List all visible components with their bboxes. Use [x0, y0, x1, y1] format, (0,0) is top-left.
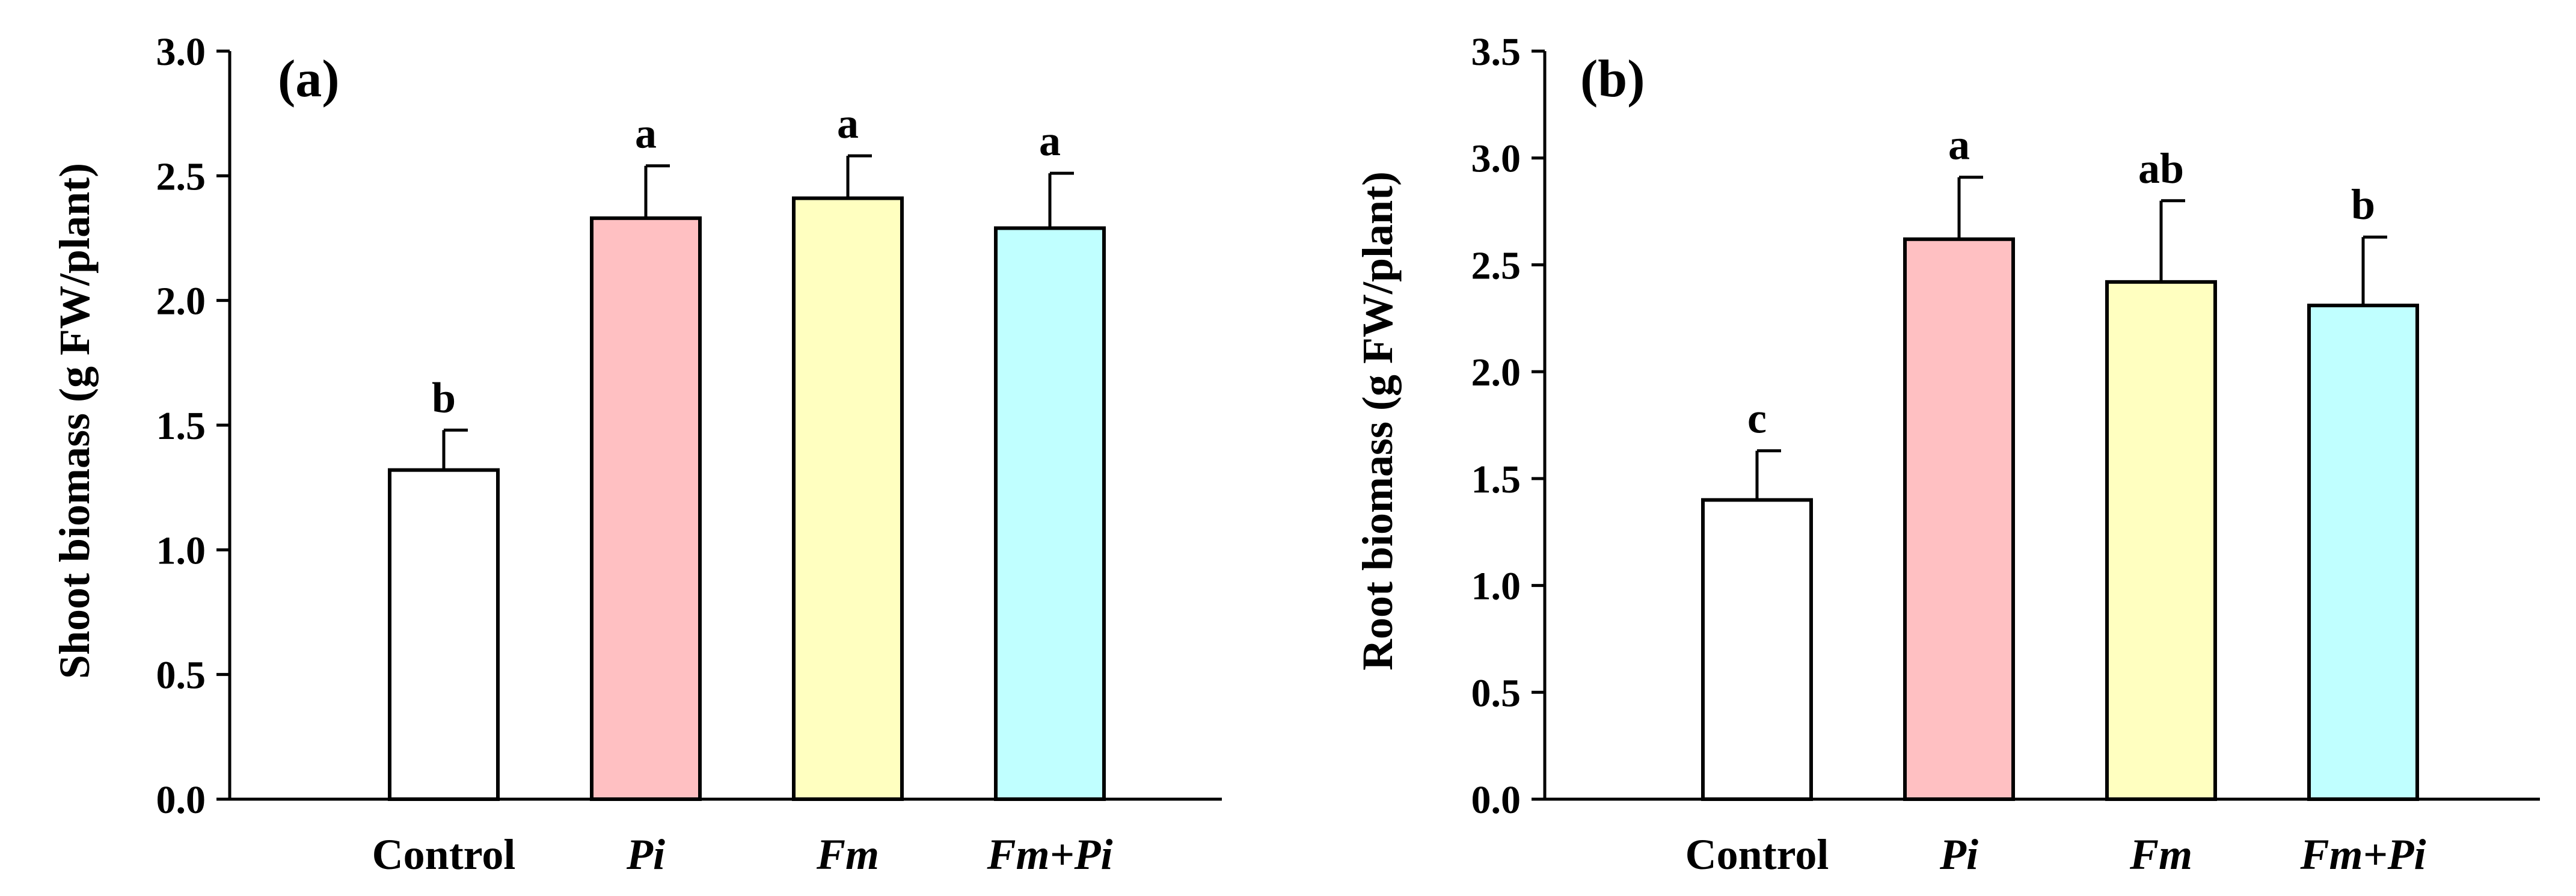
bars	[1701, 237, 2419, 802]
significance-letters: b a a a	[432, 99, 1061, 422]
x-category-label: Fm	[816, 830, 879, 879]
y-tick-label: 2.0	[1471, 351, 1521, 394]
y-tick-label: 0.0	[1471, 778, 1521, 822]
significance-letter: c	[1747, 394, 1767, 443]
significance-letter: b	[432, 373, 456, 422]
significance-letter: ab	[2138, 144, 2184, 192]
bar-fm-pi	[994, 226, 1106, 801]
y-tick-label: 2.0	[156, 280, 206, 324]
y-tick-label: 1.5	[1471, 458, 1521, 502]
error-bar	[1957, 176, 1983, 239]
bar-pi	[590, 216, 702, 801]
y-tick-label: 0.5	[156, 654, 206, 698]
bars	[388, 196, 1106, 801]
y-ticks: 0.0 0.5 1.0 1.5 2.0 2.5 3.0 3.5	[1471, 30, 1545, 822]
significance-letter: a	[1948, 121, 1970, 169]
error-bar	[2159, 199, 2185, 282]
x-category-label: Fm+Pi	[2299, 830, 2426, 879]
y-axis-title: Shoot biomass (g FW/plant)	[51, 163, 99, 679]
y-tick-label: 2.5	[156, 155, 206, 198]
y-ticks: 0.0 0.5 1.0 1.5 2.0 2.5 3.0	[156, 30, 230, 822]
error-bar	[1048, 171, 1074, 229]
panel-label: (b)	[1580, 50, 1645, 108]
x-category-label: Control	[372, 830, 516, 879]
error-bar	[442, 428, 468, 470]
bar-fm	[2105, 280, 2217, 801]
significance-letter: b	[2351, 180, 2375, 229]
error-bar	[1755, 449, 1781, 500]
x-category-label: Fm	[2129, 830, 2192, 879]
y-axis-title: Root biomass (g FW/plant)	[1354, 171, 1402, 670]
significance-letter: a	[1039, 117, 1061, 165]
panel-b-root-biomass: Root biomass (g FW/plant) 0.0 0.5 1.0 1.5 2.…	[1354, 30, 2540, 879]
y-tick-label: 1.0	[1471, 565, 1521, 609]
y-tick-label: 0.0	[156, 778, 206, 822]
y-tick-label: 2.5	[1471, 244, 1521, 287]
error-bar	[644, 164, 670, 218]
significance-letter: a	[635, 109, 657, 158]
category-labels: Control Pi Fm Fm+Pi	[1685, 830, 2426, 879]
error-bars	[442, 154, 1074, 470]
y-tick-label: 0.5	[1471, 671, 1521, 715]
bar-fm	[792, 196, 904, 801]
x-category-label: Pi	[1939, 830, 1978, 879]
error-bars	[1755, 176, 2387, 500]
significance-letter: a	[837, 99, 859, 147]
significance-letters: c a ab b	[1747, 121, 2375, 443]
x-category-label: Fm+Pi	[986, 830, 1112, 879]
error-bar	[2361, 235, 2387, 305]
bar-control	[388, 468, 500, 801]
bar-pi	[1903, 237, 2015, 801]
bar-fm-pi	[2307, 303, 2419, 801]
y-tick-label: 3.0	[1471, 137, 1521, 181]
error-bar	[846, 154, 872, 198]
category-labels: Control Pi Fm Fm+Pi	[372, 830, 1113, 879]
y-tick-label: 1.0	[156, 529, 206, 572]
y-tick-label: 1.5	[156, 404, 206, 448]
panel-a-shoot-biomass: Shoot biomass (g FW/plant) 0.0 0.5 1.0 1.5 2…	[51, 30, 1222, 879]
y-tick-label: 3.5	[1471, 30, 1521, 74]
panel-label: (a)	[278, 50, 340, 108]
y-tick-label: 3.0	[156, 30, 206, 74]
bar-control	[1701, 498, 1813, 802]
x-category-label: Pi	[626, 830, 665, 879]
x-category-label: Control	[1685, 830, 1829, 879]
